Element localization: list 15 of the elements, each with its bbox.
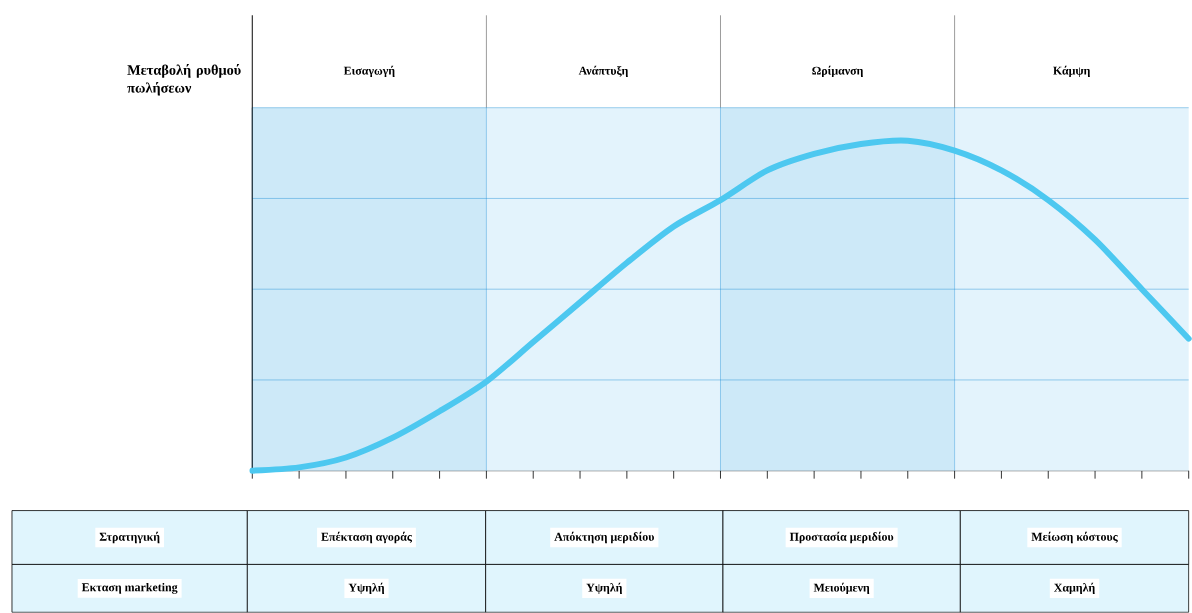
text: Ανάπτυξη (578, 65, 628, 78)
text: Υψηλή (586, 582, 622, 595)
text: Ωρίμανση (812, 65, 863, 78)
text: Μειούμενη (813, 582, 870, 595)
text: Χαμηλή (1054, 582, 1095, 595)
text: Προστασία μεριδίου (789, 531, 894, 544)
text: Μείωση κόστους (1031, 531, 1118, 544)
text: Εισαγωγή (343, 65, 395, 78)
text: Υψηλή (348, 582, 385, 595)
text: Εκταση marketing (81, 583, 178, 594)
text: Επέκταση αγοράς (321, 531, 413, 544)
text: Μεταβολή ρυθμού πωλήσεων (127, 64, 241, 96)
text: Απόκτηση μεριδίου (554, 531, 654, 544)
text: Στρατηγική (99, 531, 160, 544)
text: Κάμψη (1053, 65, 1090, 78)
